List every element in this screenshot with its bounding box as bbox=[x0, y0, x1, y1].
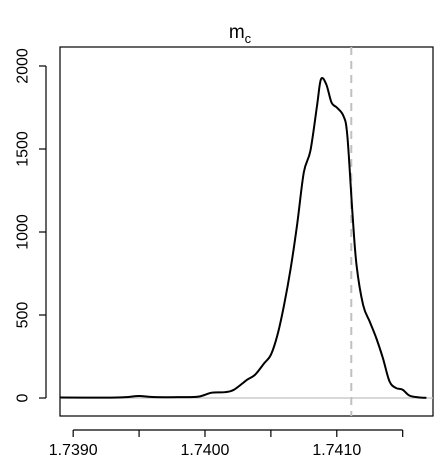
y-tick-label: 500 bbox=[15, 302, 32, 329]
y-tick-label: 2000 bbox=[15, 48, 32, 84]
x-tick-label: 1.7410 bbox=[312, 442, 361, 459]
y-tick-label: 1500 bbox=[15, 131, 32, 167]
plot-frame bbox=[59, 46, 434, 417]
chart-title: mc bbox=[229, 22, 252, 46]
density-curve bbox=[59, 76, 427, 399]
y-tick-label: 0 bbox=[15, 393, 32, 402]
plot-area: 1.7390 1.7400 1.7410 0 500 1000 1500 2000 bbox=[15, 46, 434, 459]
x-tick-label: 1.7400 bbox=[181, 442, 230, 459]
y-tick-label: 1000 bbox=[15, 214, 32, 250]
x-tick-label: 1.7390 bbox=[49, 442, 98, 459]
